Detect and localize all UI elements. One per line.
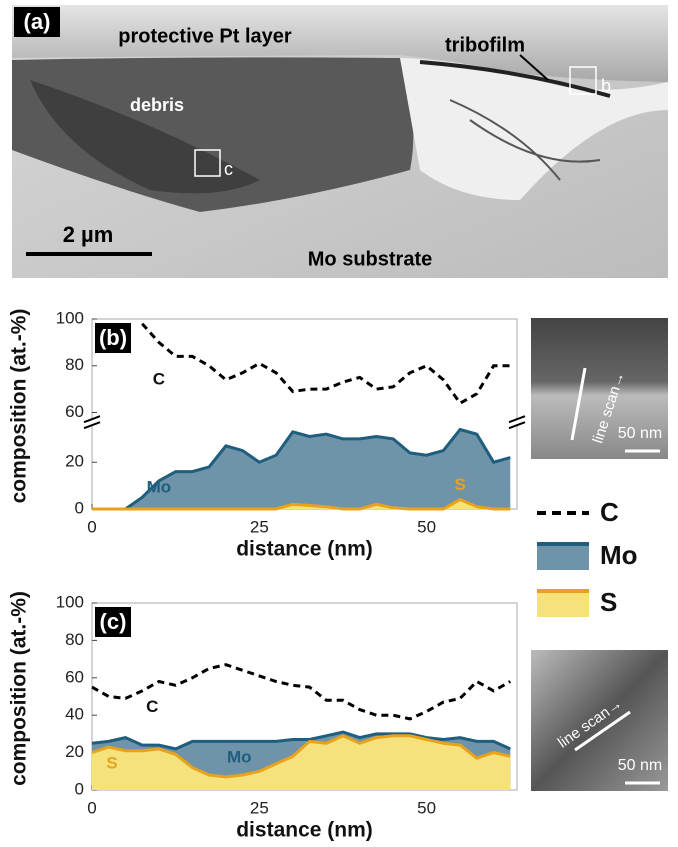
series-annotation: Mo [147, 477, 172, 496]
legend-swatch [537, 591, 589, 617]
panel-label: (c) [100, 609, 127, 634]
x-tick-label: 0 [87, 517, 96, 536]
x-tick-label: 50 [417, 798, 436, 817]
y-tick-label: 20 [65, 742, 84, 761]
y-tick-label: 80 [65, 630, 84, 649]
y-axis-title: composition (at.-%) [8, 309, 31, 504]
legend-label: C [600, 497, 619, 527]
series-annotation: S [106, 753, 117, 772]
y-tick-label: 100 [56, 592, 84, 611]
tribofilm-label: tribofilm [445, 34, 525, 56]
series-annotation: C [146, 697, 158, 716]
y-tick-label: 100 [56, 308, 84, 327]
box-c-label: c [224, 159, 233, 179]
x-tick-label: 0 [87, 798, 96, 817]
x-tick-label: 25 [250, 798, 269, 817]
substrate-label: Mo substrate [308, 248, 432, 270]
x-tick-label: 50 [417, 517, 436, 536]
y-tick-label: 20 [65, 452, 84, 471]
scale-bar-label: 2 µm [63, 222, 114, 247]
figure: (a) protective Pt layer tribofilm debris… [0, 0, 678, 847]
series-annotation: S [454, 475, 465, 494]
legend-swatch [537, 544, 589, 570]
y-tick-label: 60 [65, 667, 84, 686]
x-axis-title: distance (nm) [236, 538, 373, 561]
legend-label: S [600, 587, 617, 617]
debris-label: debris [130, 95, 184, 115]
y-tick-label: 80 [65, 355, 84, 374]
y-tick-label: 0 [75, 779, 84, 798]
y-tick-label: 60 [65, 402, 84, 421]
x-axis-title: distance (nm) [236, 819, 373, 842]
scale-label: 50 nm [618, 425, 662, 442]
panel-label: (b) [99, 325, 127, 350]
pt-label: protective Pt layer [118, 25, 292, 47]
x-tick-label: 25 [250, 517, 269, 536]
series-annotation: C [153, 369, 165, 388]
line [142, 324, 510, 404]
scale-label: 50 nm [618, 757, 662, 774]
y-tick-label: 0 [75, 498, 84, 517]
legend-label: Mo [600, 540, 638, 570]
micrograph: (a) protective Pt layer tribofilm debris… [12, 5, 668, 278]
panel-label: (a) [24, 9, 51, 34]
y-axis-title: composition (at.-%) [8, 591, 31, 786]
area [92, 430, 510, 510]
box-b-label: b [601, 76, 611, 96]
y-tick-label: 40 [65, 705, 84, 724]
series-annotation: Mo [227, 748, 252, 767]
